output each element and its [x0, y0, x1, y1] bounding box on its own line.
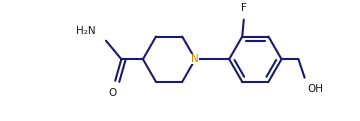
Text: OH: OH — [308, 84, 324, 94]
Text: F: F — [241, 3, 247, 13]
Text: O: O — [108, 88, 116, 98]
Text: H₂N: H₂N — [76, 26, 95, 36]
Text: N: N — [192, 54, 199, 64]
